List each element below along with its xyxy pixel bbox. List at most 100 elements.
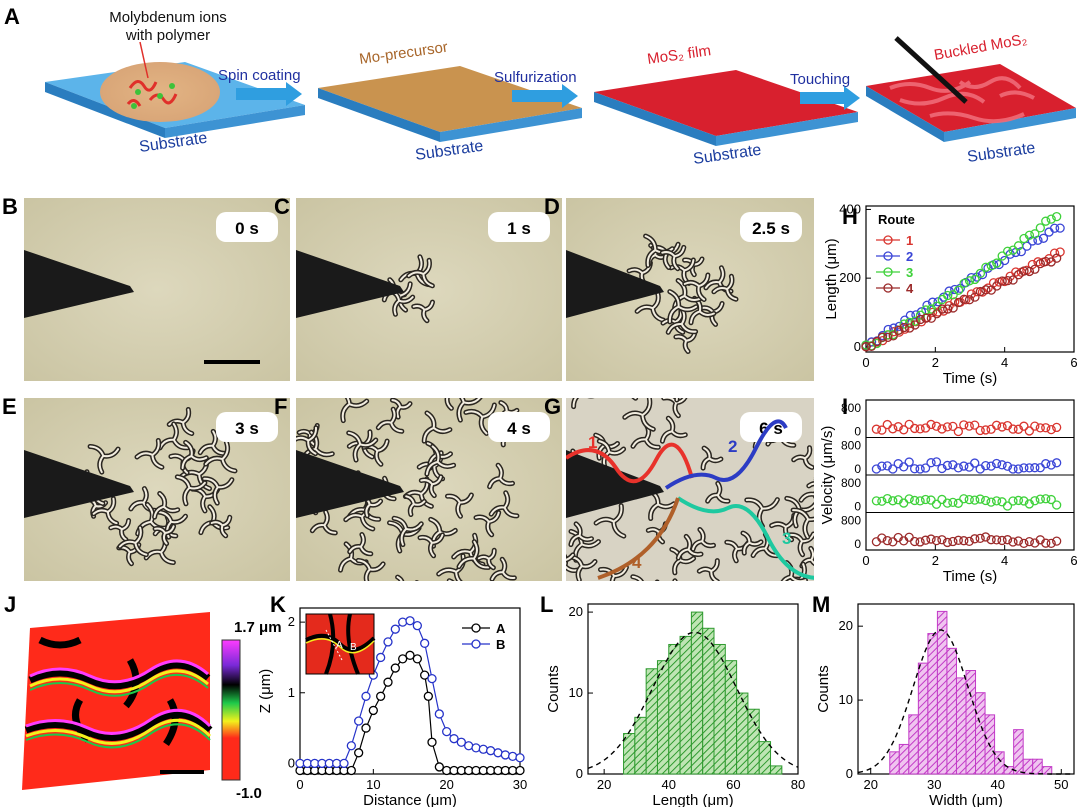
colorbar	[221, 639, 241, 781]
crack-highlight	[702, 447, 722, 470]
data-point-route-3	[1002, 246, 1013, 256]
x-tick-label: 50	[1054, 777, 1068, 792]
histogram-bar	[1022, 758, 1034, 775]
buckled-mos2-label: Buckled MoS₂	[933, 31, 1029, 64]
panel-label-e: E	[2, 394, 17, 419]
data-point-route-4	[942, 537, 953, 548]
histogram-bar	[679, 635, 692, 775]
data-point-route-1	[1024, 426, 1035, 436]
crack-highlight	[210, 516, 231, 537]
crack-highlight	[391, 399, 411, 419]
data-point-route-3	[1041, 494, 1051, 504]
plot-frame	[865, 205, 1075, 353]
crack-highlight	[677, 535, 702, 559]
panel-label-i: I	[842, 394, 848, 419]
data-point-route-2	[882, 461, 892, 471]
data-point-A	[420, 670, 430, 680]
time-badge	[488, 412, 550, 442]
data-point-route-4	[937, 304, 947, 314]
crack-highlight	[623, 398, 655, 431]
crack-shadow	[672, 615, 693, 639]
data-point-route-4	[915, 537, 925, 547]
crack-highlight	[154, 525, 175, 545]
crack-shadow	[446, 578, 455, 581]
mo-precursor-label: Mo-precursor	[358, 39, 449, 68]
crack-highlight	[668, 290, 698, 323]
data-point-route-1	[1041, 423, 1051, 433]
crack-highlight	[566, 553, 574, 561]
x-tick-label: 6	[1070, 553, 1077, 568]
data-point-route-2	[970, 458, 980, 468]
data-point-route-3	[943, 290, 953, 301]
x-axis-label: Time (s)	[943, 370, 997, 387]
data-point-route-1	[991, 420, 1002, 430]
data-point-route-3	[910, 316, 920, 326]
x-axis-label: Length (μm)	[652, 792, 733, 807]
data-point-route-3	[926, 495, 936, 505]
y-tick-label: 800	[841, 401, 861, 415]
colorbar-max: 1.7 μm	[234, 619, 282, 636]
arrow-icon	[512, 84, 578, 108]
data-point-route-2	[1035, 463, 1045, 473]
histogram-bar	[758, 741, 772, 775]
histogram-bar	[1013, 729, 1024, 775]
data-point-B	[442, 726, 452, 737]
data-point-route-3	[986, 261, 996, 271]
legend-marker	[471, 623, 481, 633]
data-point-route-2	[937, 463, 947, 474]
data-point-route-1	[893, 422, 903, 432]
data-point-route-3	[1046, 214, 1056, 224]
route-label-3: 3	[782, 529, 791, 548]
data-point-route-1	[904, 419, 914, 430]
panel-label-c: C	[274, 194, 290, 219]
data-point-route-4	[1046, 538, 1056, 549]
micrograph-f: 4 s	[296, 398, 562, 603]
data-point-route-4	[964, 536, 974, 547]
histogram-bar	[975, 692, 986, 775]
data-point-route-4	[970, 534, 980, 544]
x-tick-label: 20	[863, 777, 877, 792]
crack-highlight	[636, 292, 665, 322]
crack-highlight	[673, 579, 677, 581]
crack-highlight	[446, 398, 453, 410]
data-point-route-4	[991, 535, 1002, 545]
data-point-route-3	[926, 304, 937, 314]
crack-highlight	[594, 629, 616, 650]
data-point-route-1	[1035, 423, 1045, 433]
data-point-B	[405, 616, 415, 626]
x-tick-label: 0	[862, 355, 869, 370]
data-point-route-2	[1000, 255, 1010, 266]
y-tick-label: 0	[854, 339, 861, 354]
data-point-route-2	[1038, 233, 1049, 243]
x-tick-label: 40	[662, 777, 676, 792]
crack-highlight	[414, 583, 433, 603]
data-point-B	[478, 744, 488, 754]
crack-highlight	[446, 494, 473, 518]
y-tick-label: 10	[839, 692, 853, 707]
data-point-route-2	[866, 337, 877, 347]
route-label-1: 1	[588, 433, 597, 452]
data-point-route-4	[1002, 276, 1013, 286]
y-axis-label: Length (μm)	[823, 238, 840, 319]
data-point-route-4	[997, 276, 1007, 286]
route-label-4: 4	[632, 553, 642, 572]
crack-shadow	[750, 612, 769, 632]
y-tick-label: 800	[841, 513, 861, 527]
y-tick-label: 1	[288, 685, 295, 700]
data-point-route-3	[1013, 495, 1024, 506]
data-point-route-4	[1024, 536, 1035, 547]
data-point-route-3	[970, 495, 980, 505]
data-point-A	[376, 691, 386, 701]
data-point-A	[354, 748, 364, 758]
data-point-route-1	[1052, 422, 1062, 433]
crack-highlight	[393, 517, 423, 546]
data-point-route-2	[894, 321, 904, 332]
data-point-route-4	[882, 536, 892, 546]
histogram-bar	[668, 643, 681, 775]
data-point-route-3	[1052, 211, 1062, 222]
step-sulfurization: Sulfurization	[494, 69, 577, 86]
data-point-route-2	[904, 457, 914, 467]
time-label: 2.5 s	[752, 219, 790, 238]
data-point-route-4	[915, 314, 926, 325]
